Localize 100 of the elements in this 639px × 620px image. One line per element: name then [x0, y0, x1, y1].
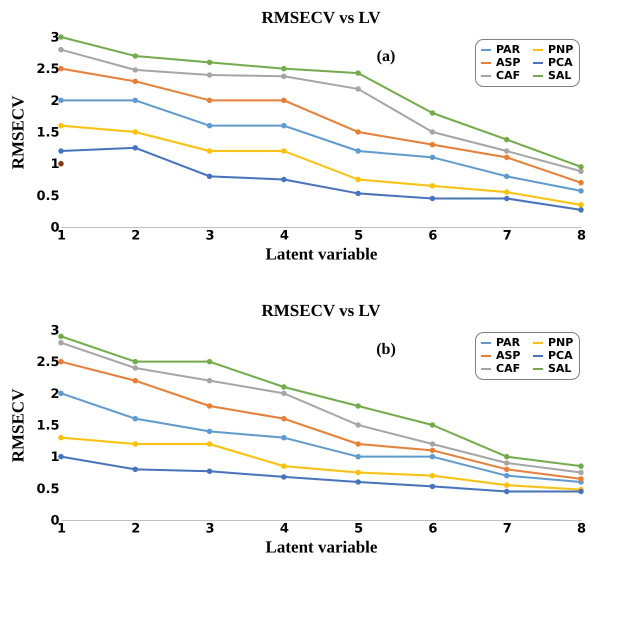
- point: [504, 466, 510, 472]
- point: [430, 142, 436, 148]
- point: [206, 378, 212, 384]
- y-tick-label: 3: [50, 30, 60, 46]
- point: [281, 148, 287, 154]
- point: [578, 476, 584, 482]
- point: [132, 129, 138, 135]
- point: [355, 190, 361, 196]
- point: [206, 174, 212, 180]
- y-tick-label: 2.5: [36, 62, 60, 78]
- point: [206, 72, 212, 78]
- point: [504, 154, 510, 160]
- point: [206, 60, 212, 66]
- y-tick-label: 1: [50, 450, 60, 466]
- legend-label: PAR: [496, 43, 521, 56]
- point: [578, 188, 584, 194]
- point: [281, 66, 287, 72]
- point: [355, 403, 361, 409]
- point: [58, 98, 64, 104]
- x-tick-label: 6: [428, 522, 438, 536]
- y-tick-label: 1.5: [36, 126, 60, 140]
- legend-label: SAL: [548, 69, 572, 82]
- point: [132, 378, 138, 384]
- legend-label: SAL: [548, 362, 572, 375]
- y-tick-label: 3: [50, 324, 60, 338]
- point: [58, 434, 64, 440]
- y-tick-label: 2.5: [36, 355, 60, 370]
- point: [504, 454, 510, 460]
- point: [504, 482, 510, 488]
- point: [355, 86, 361, 92]
- point: [430, 129, 436, 135]
- legend-label: PCA: [548, 56, 574, 69]
- point: [132, 98, 138, 104]
- point: [430, 196, 436, 202]
- point: [132, 53, 138, 59]
- point: [281, 463, 287, 469]
- point: [430, 110, 436, 116]
- point: [58, 334, 64, 340]
- x-tick-label: 5: [354, 522, 364, 536]
- point: [504, 189, 510, 195]
- x-tick-label: 8: [576, 228, 586, 244]
- legend-label: PNP: [548, 336, 574, 349]
- y-tick-label: 2: [50, 94, 60, 109]
- chart-title: RMSECV vs LV: [261, 8, 382, 27]
- point: [132, 67, 138, 73]
- x-tick-label: 3: [206, 228, 215, 244]
- point: [58, 148, 64, 154]
- x-tick-label: 6: [428, 228, 438, 244]
- x-tick-label: 2: [131, 228, 140, 244]
- point: [430, 472, 436, 478]
- point: [58, 46, 64, 52]
- point: [281, 416, 287, 422]
- point: [355, 422, 361, 428]
- point: [206, 441, 212, 447]
- point: [355, 441, 361, 447]
- y-tick-label: 0.5: [36, 482, 60, 497]
- point: [430, 183, 436, 189]
- point: [430, 154, 436, 160]
- point: [132, 145, 138, 151]
- y-tick-label: 0: [50, 514, 60, 528]
- x-tick-label: 3: [206, 522, 215, 536]
- point: [430, 448, 436, 454]
- y-tick-label: 1.5: [36, 418, 60, 434]
- point: [206, 148, 212, 154]
- point: [504, 136, 510, 142]
- legend-label: CAF: [496, 69, 520, 82]
- point: [206, 428, 212, 434]
- legend-label: PCA: [548, 349, 574, 362]
- point: [281, 176, 287, 182]
- point: [430, 422, 436, 428]
- point: [430, 441, 436, 447]
- point: [355, 176, 361, 182]
- point: [58, 34, 64, 40]
- y-tick-label: 0.5: [36, 188, 60, 204]
- x-tick-label: 5: [354, 228, 364, 244]
- point: [355, 454, 361, 460]
- point: [355, 70, 361, 76]
- point: [58, 390, 64, 396]
- point: [430, 484, 436, 490]
- point: [281, 384, 287, 390]
- annotation: (b): [376, 341, 396, 358]
- legend-label: ASP: [496, 56, 520, 69]
- point: [504, 460, 510, 466]
- y-tick-label: 1: [50, 157, 60, 172]
- x-axis-title: Latent variable: [266, 538, 378, 556]
- point: [578, 470, 584, 476]
- legend-label: PNP: [548, 43, 574, 56]
- point: [132, 358, 138, 364]
- y-tick-label: 0: [50, 220, 60, 236]
- point: [281, 474, 287, 480]
- point: [132, 78, 138, 84]
- y-axis-title: RMSECV: [8, 388, 28, 462]
- point: [281, 98, 287, 104]
- y-axis-title: RMSECV: [8, 94, 28, 170]
- point: [281, 434, 287, 440]
- point: [355, 470, 361, 476]
- chart-title: RMSECV vs LV: [261, 301, 382, 320]
- point: [132, 365, 138, 371]
- legend-label: CAF: [496, 362, 520, 375]
- x-tick-label: 7: [502, 228, 512, 244]
